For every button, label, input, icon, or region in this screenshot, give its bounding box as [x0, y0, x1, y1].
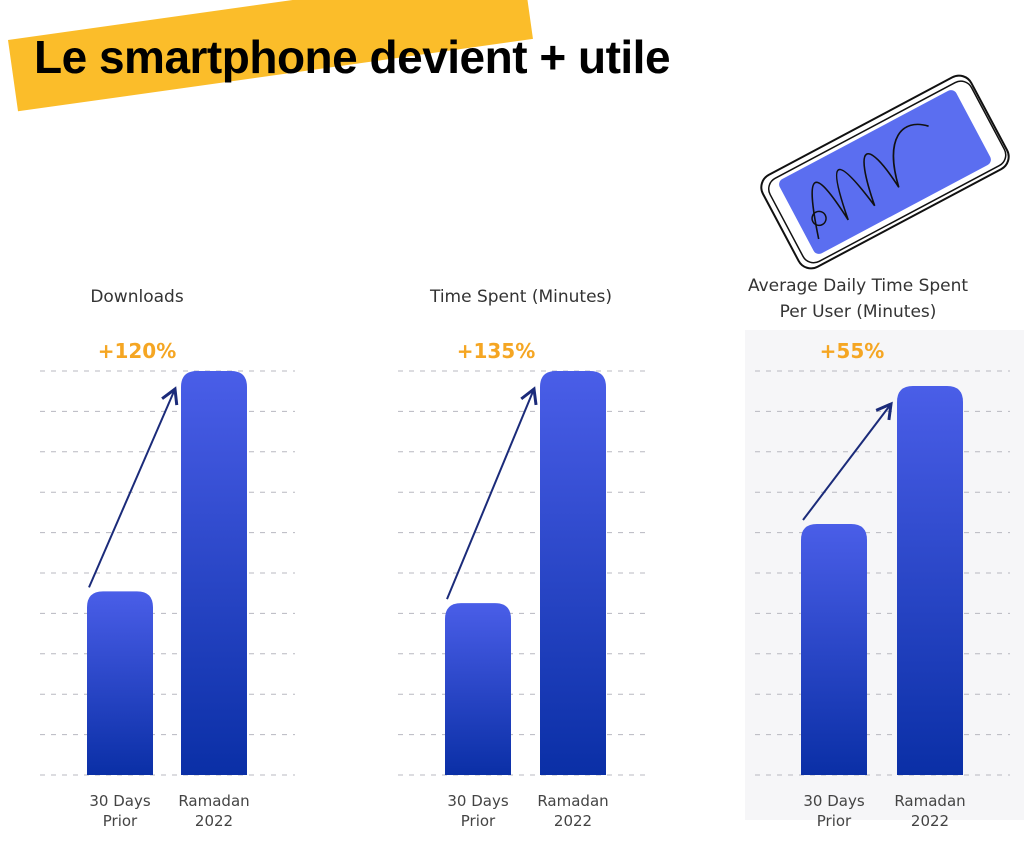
growth-annotation: +120% [98, 339, 177, 363]
phone-illustration [760, 74, 1010, 270]
panel-background [745, 330, 1024, 820]
growth-arrow [802, 401, 893, 521]
x-tick-label: Prior [103, 812, 138, 830]
x-tick-label: Ramadan [894, 792, 965, 810]
x-tick-label: Prior [461, 812, 496, 830]
chart-title: Time Spent (Minutes) [429, 287, 612, 307]
chart-panel-2: Time Spent (Minutes) +135% 30 Days Prior Ram… [398, 287, 650, 830]
bar-ramadan [181, 371, 247, 775]
page-title: Le smartphone devient + utile [34, 31, 671, 83]
x-tick-label: 2022 [911, 812, 949, 830]
growth-annotation: +135% [457, 339, 536, 363]
x-tick-label: Prior [817, 812, 852, 830]
x-tick-label: Ramadan [537, 792, 608, 810]
x-tick-label: 30 Days [89, 792, 150, 810]
growth-arrow [88, 386, 179, 588]
x-tick-label: 2022 [195, 812, 233, 830]
chart-panel-3: Average Daily Time Spent Per User (Minute… [745, 276, 1024, 830]
bar-ramadan [540, 371, 606, 775]
growth-arrow [446, 386, 538, 600]
chart-title: Downloads [90, 287, 184, 307]
bar-ramadan [897, 386, 963, 775]
growth-annotation: +55% [820, 339, 885, 363]
x-tick-label: 2022 [554, 812, 592, 830]
x-tick-label: 30 Days [803, 792, 864, 810]
chart-title: Average Daily Time Spent [748, 276, 968, 296]
x-tick-label: Ramadan [178, 792, 249, 810]
chart-panel-1: Downloads +120% 30 Days Prior Ramadan 2022 [40, 287, 295, 830]
bar-prior [801, 524, 867, 775]
bar-prior [445, 603, 511, 775]
bar-prior [87, 591, 153, 775]
x-tick-label: 30 Days [447, 792, 508, 810]
chart-title: Per User (Minutes) [780, 302, 937, 322]
